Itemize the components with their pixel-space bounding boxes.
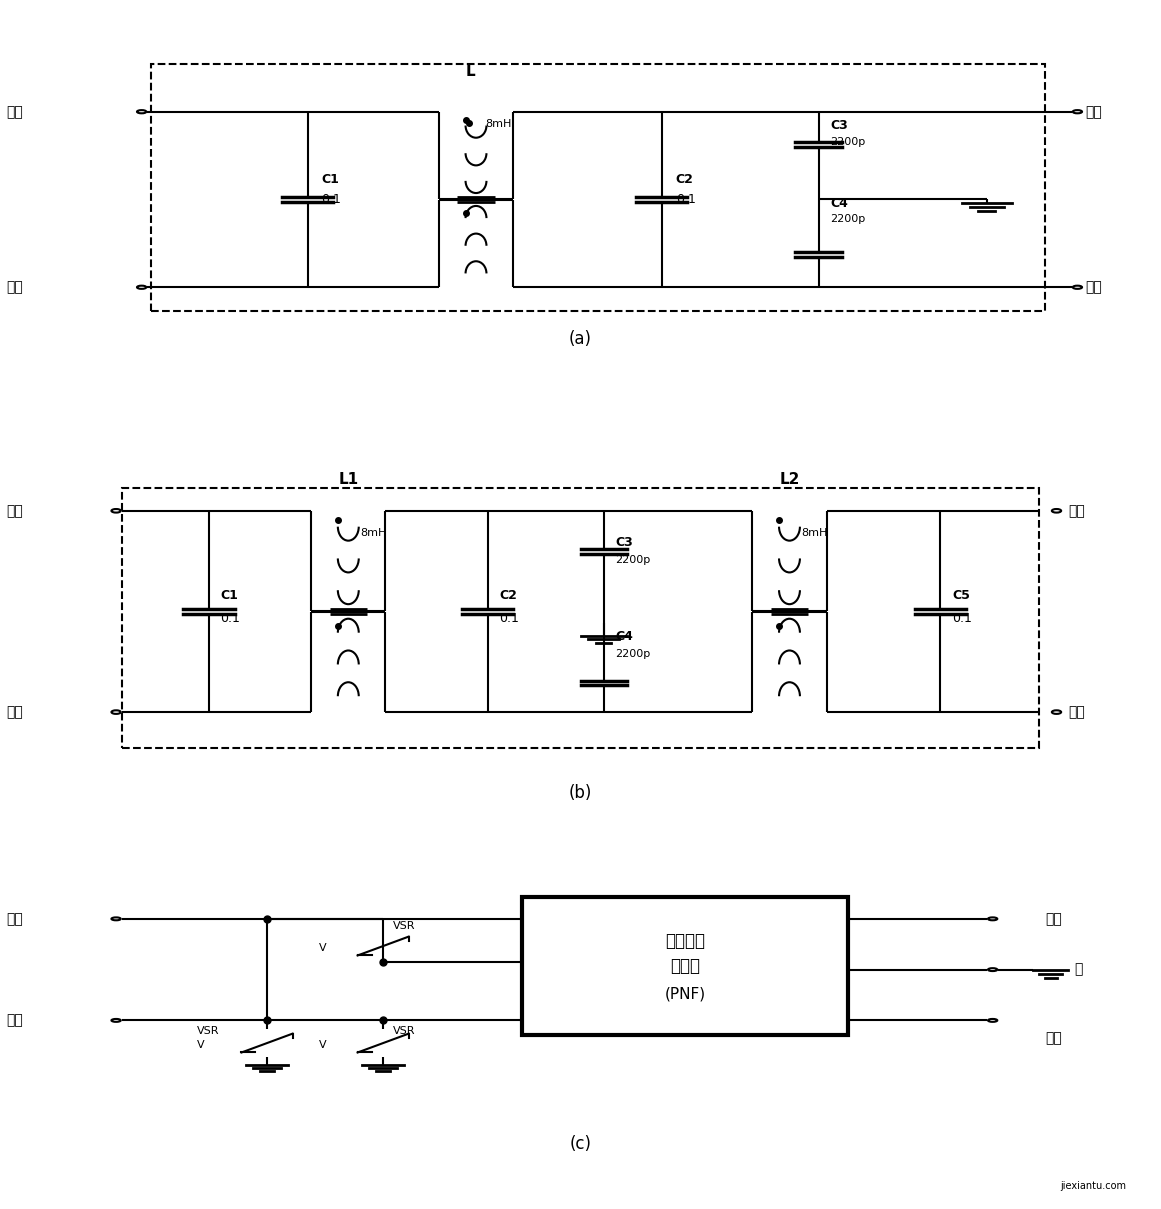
Text: 8mH: 8mH xyxy=(801,528,828,538)
Text: C5: C5 xyxy=(952,589,969,602)
Text: L: L xyxy=(466,64,475,80)
Text: 输入: 输入 xyxy=(6,504,22,517)
Text: 8mH: 8mH xyxy=(485,118,512,128)
Text: C2: C2 xyxy=(499,589,517,602)
Text: 输入: 输入 xyxy=(6,280,22,294)
Text: 0.1: 0.1 xyxy=(499,612,519,625)
Text: 0.1: 0.1 xyxy=(676,193,695,206)
Text: (b): (b) xyxy=(569,783,592,802)
Text: 0.1: 0.1 xyxy=(952,612,972,625)
Text: VSR: VSR xyxy=(392,921,414,931)
Text: jiexiantu.com: jiexiantu.com xyxy=(1060,1181,1126,1191)
Bar xyxy=(522,897,848,1035)
Text: (c): (c) xyxy=(570,1135,591,1152)
Bar xyxy=(122,488,1039,748)
Text: L2: L2 xyxy=(779,472,800,487)
Text: C2: C2 xyxy=(676,173,693,186)
Text: C3: C3 xyxy=(830,120,848,132)
Text: V: V xyxy=(319,943,327,953)
Text: 8mH: 8mH xyxy=(360,528,387,538)
Text: C1: C1 xyxy=(221,589,238,602)
Text: 输出: 输出 xyxy=(1068,504,1084,517)
Text: 2200p: 2200p xyxy=(830,214,865,225)
Text: 输入: 输入 xyxy=(6,705,22,719)
Text: 地: 地 xyxy=(1074,962,1082,977)
Text: V: V xyxy=(197,1040,205,1049)
Text: 2200p: 2200p xyxy=(615,649,650,659)
Text: 滤波器: 滤波器 xyxy=(670,958,700,974)
Text: 输出: 输出 xyxy=(1045,1031,1061,1046)
Text: 输出: 输出 xyxy=(1068,705,1084,719)
Text: 输出: 输出 xyxy=(1086,105,1102,118)
Text: 电源噪声: 电源噪声 xyxy=(665,932,705,950)
Bar xyxy=(151,64,1045,311)
Text: 输入: 输入 xyxy=(6,105,22,118)
Text: 输入: 输入 xyxy=(6,912,22,926)
Text: C4: C4 xyxy=(830,197,848,210)
Text: (PNF): (PNF) xyxy=(664,987,706,1001)
Text: V: V xyxy=(319,1040,327,1049)
Text: C1: C1 xyxy=(322,173,339,186)
Text: VSR: VSR xyxy=(392,1026,414,1036)
Text: C4: C4 xyxy=(615,630,633,642)
Text: 0.1: 0.1 xyxy=(221,612,240,625)
Text: 输出: 输出 xyxy=(1045,912,1061,926)
Text: L1: L1 xyxy=(338,472,359,487)
Text: C3: C3 xyxy=(615,536,633,549)
Text: 输入: 输入 xyxy=(6,1013,22,1028)
Text: (a): (a) xyxy=(569,330,592,348)
Text: VSR: VSR xyxy=(197,1026,219,1036)
Text: 输出: 输出 xyxy=(1086,280,1102,294)
Text: 2200p: 2200p xyxy=(615,555,650,565)
Text: 2200p: 2200p xyxy=(830,137,865,146)
Text: 0.1: 0.1 xyxy=(322,193,341,206)
